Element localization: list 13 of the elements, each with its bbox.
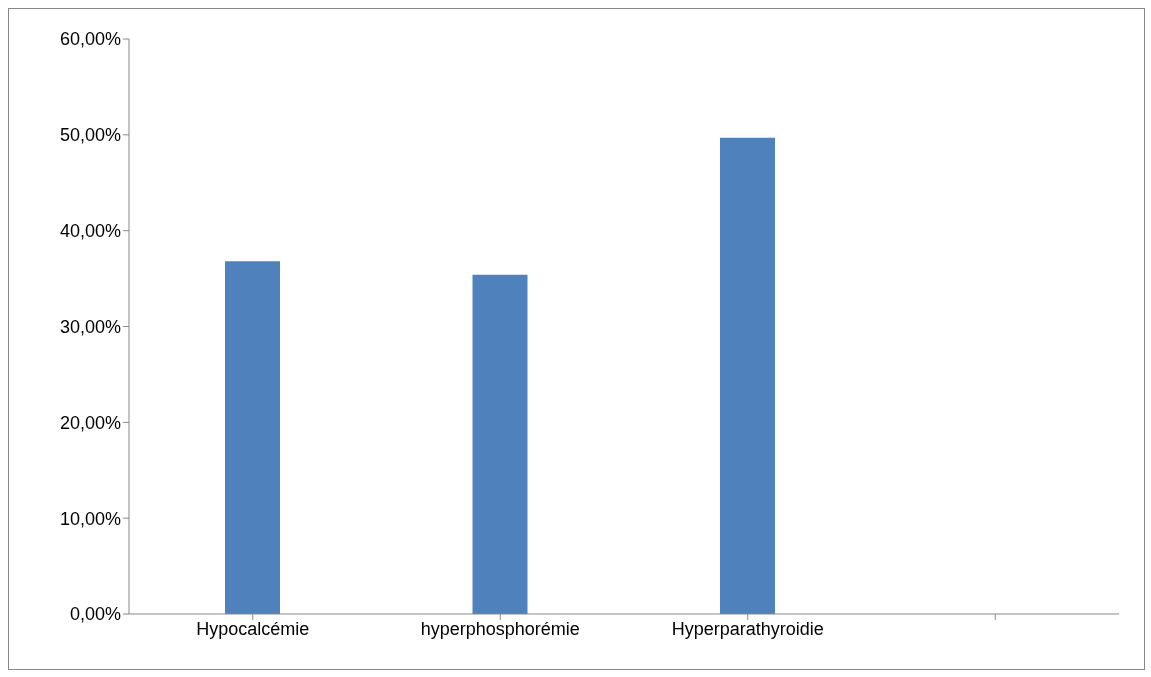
bar bbox=[472, 274, 528, 614]
bar bbox=[720, 137, 775, 614]
x-tick-label: Hypocalcémie bbox=[196, 618, 310, 639]
x-tick-label: Hyperparathyroidie bbox=[671, 618, 824, 639]
bar bbox=[225, 261, 280, 614]
x-tick-label: hyperphosphorémie bbox=[420, 618, 580, 639]
y-tick-label: 10,00% bbox=[59, 508, 121, 529]
y-tick-label: 50,00% bbox=[59, 125, 121, 146]
y-tick-label: 30,00% bbox=[59, 316, 121, 337]
y-tick-label: 40,00% bbox=[59, 221, 121, 242]
y-tick-label: 60,00% bbox=[59, 29, 121, 50]
y-tick-label: 0,00% bbox=[69, 604, 121, 625]
y-tick-label: 20,00% bbox=[59, 412, 121, 433]
